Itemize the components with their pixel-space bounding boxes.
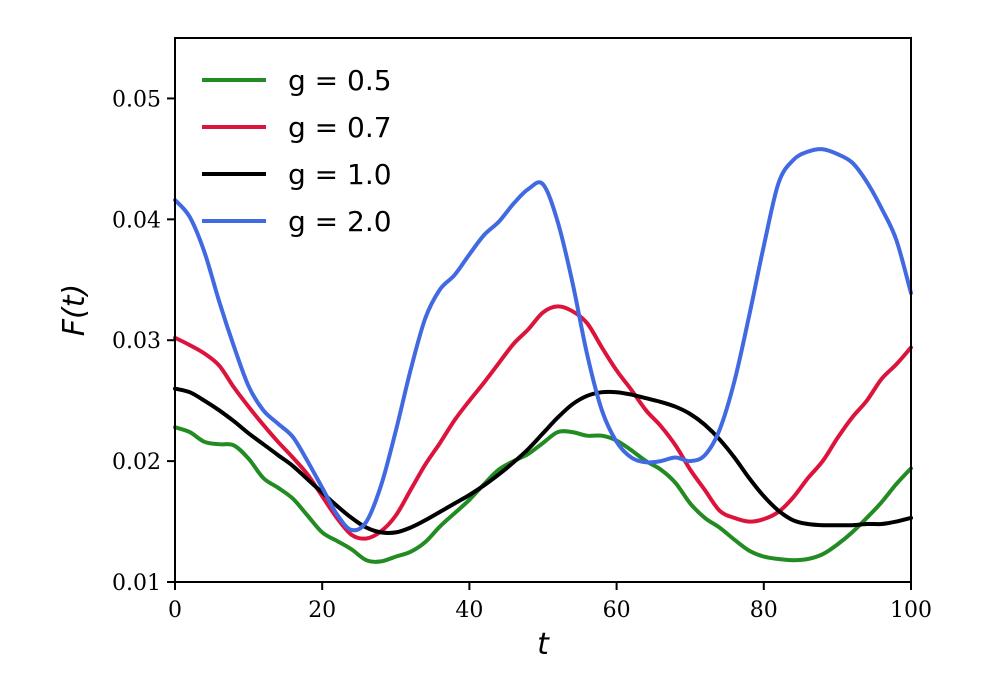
y-axis-label: F(t)	[57, 284, 92, 336]
y-tick-label: 0.05	[112, 87, 161, 112]
series-line-0	[173, 425, 913, 564]
x-tick-label: 40	[455, 598, 483, 623]
x-tick-label: 20	[308, 598, 336, 623]
legend-label: g = 0.5	[288, 64, 392, 97]
x-axis-ticks: 0 20 40 60 80 100	[168, 582, 932, 623]
x-axis-label: t	[537, 627, 550, 662]
legend-label: g = 0.7	[288, 111, 392, 144]
x-tick-label: 100	[890, 598, 932, 623]
y-axis-ticks: 0.01 0.02 0.03 0.04 0.05	[112, 87, 175, 596]
series-line-2	[173, 386, 913, 535]
series-line-3	[173, 147, 913, 533]
y-tick-label: 0.03	[112, 329, 161, 354]
legend-label: g = 2.0	[288, 205, 392, 238]
y-tick-label: 0.01	[112, 571, 161, 596]
y-tick-label: 0.04	[112, 208, 161, 233]
x-tick-label: 60	[603, 598, 631, 623]
legend-label: g = 1.0	[288, 158, 392, 191]
y-tick-label: 0.02	[112, 450, 161, 475]
series-layer	[173, 147, 913, 564]
x-tick-label: 80	[750, 598, 778, 623]
plot-frame	[174, 37, 912, 583]
series-line-1	[173, 304, 913, 541]
x-tick-label: 0	[168, 598, 182, 623]
legend: g = 0.5 g = 0.7 g = 1.0 g = 2.0	[202, 64, 392, 238]
